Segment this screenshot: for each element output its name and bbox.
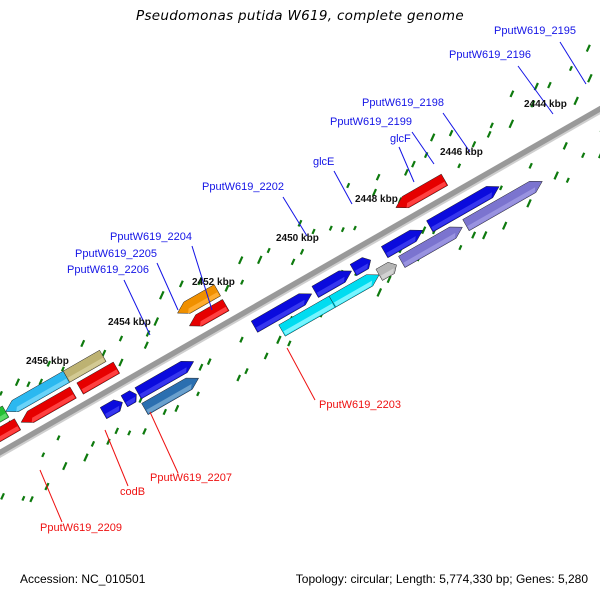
gene-label[interactable]: PputW619_2202 bbox=[202, 181, 284, 193]
gene-label[interactable]: PputW619_2199 bbox=[330, 116, 412, 128]
gene-leader-line bbox=[286, 347, 316, 401]
gene-leader-line bbox=[411, 131, 435, 165]
gene-label[interactable]: PputW619_2198 bbox=[362, 97, 444, 109]
axis-tick-label: 2444 kbp bbox=[524, 99, 567, 110]
gene-label[interactable]: PputW619_2204 bbox=[110, 231, 192, 243]
gene-label[interactable]: PputW619_2203 bbox=[319, 399, 401, 411]
feature-2197-blue[interactable] bbox=[426, 186, 500, 233]
feature-2204b-blue[interactable] bbox=[134, 361, 195, 400]
feature-2208-red[interactable] bbox=[20, 386, 77, 423]
gene-label[interactable]: glcE bbox=[313, 156, 334, 168]
gene-leader-line bbox=[123, 279, 151, 336]
feature-2203b-orange[interactable] bbox=[177, 284, 221, 314]
leader-line-layer bbox=[39, 41, 587, 523]
label-layer: 2444 kbp 2446 kbp 2448 kbp 2450 kbp 2452 kbp… bbox=[26, 25, 576, 534]
feature-layer[interactable] bbox=[0, 173, 543, 453]
gene-leader-line bbox=[282, 196, 308, 237]
gene-label[interactable]: glcF bbox=[390, 133, 411, 145]
gene-leader-line bbox=[333, 170, 353, 205]
gene-leader-line bbox=[559, 41, 587, 85]
gene-label[interactable]: PputW619_2196 bbox=[449, 49, 531, 61]
feature-2206-blue[interactable] bbox=[99, 399, 123, 420]
feature-2206b-red[interactable] bbox=[76, 361, 121, 395]
feature-2205-blue[interactable] bbox=[120, 390, 137, 408]
accession-text: Accession: NC_010501 bbox=[20, 572, 146, 586]
feature-codB-cyan[interactable] bbox=[5, 370, 70, 412]
feature-2200-gray[interactable] bbox=[375, 262, 397, 281]
feature-2202-blue[interactable] bbox=[250, 293, 313, 333]
feature-codA-green[interactable] bbox=[0, 405, 10, 434]
feature-2204-steel[interactable] bbox=[141, 377, 200, 416]
feature-2194-red[interactable] bbox=[395, 173, 449, 209]
axis-tick-label: 2454 kbp bbox=[108, 317, 151, 328]
feature-2201-blue[interactable] bbox=[311, 270, 353, 298]
feature-2198-blue[interactable] bbox=[380, 229, 424, 259]
gene-leader-line bbox=[39, 469, 63, 523]
feature-2199-blue[interactable] bbox=[349, 257, 371, 277]
gene-leader-line bbox=[104, 429, 129, 487]
axis-tick-label: 2446 kbp bbox=[440, 147, 483, 158]
gene-label[interactable]: PputW619_2195 bbox=[494, 25, 576, 37]
gene-leader-line bbox=[149, 411, 179, 474]
feature-2209-red[interactable] bbox=[0, 418, 22, 453]
feature-2195-purple[interactable] bbox=[462, 181, 543, 232]
gene-label[interactable]: PputW619_2207 bbox=[150, 472, 232, 484]
feature-2196-purple[interactable] bbox=[398, 226, 463, 268]
gene-label[interactable]: PputW619_2206 bbox=[67, 264, 149, 276]
genome-stats-text: Topology: circular; Length: 5,774,330 bp… bbox=[295, 572, 588, 586]
axis-tick-label: 2448 kbp bbox=[355, 194, 398, 205]
gene-leader-line bbox=[398, 146, 415, 183]
gene-label[interactable]: PputW619_2209 bbox=[40, 522, 122, 534]
feature-2203-red[interactable] bbox=[188, 299, 230, 327]
page-title: Pseudomonas putida W619, complete genome bbox=[136, 8, 464, 24]
gene-leader-line bbox=[156, 262, 179, 311]
genome-axis[interactable] bbox=[0, 92, 600, 474]
gene-leader-line bbox=[442, 112, 471, 153]
axis-tick-label: 2456 kbp bbox=[26, 356, 69, 367]
gene-leader-line bbox=[517, 65, 554, 115]
axis-tick-label: 2450 kbp bbox=[276, 233, 319, 244]
feature-glcE-cyan[interactable] bbox=[278, 295, 336, 337]
gene-leader-line bbox=[191, 245, 213, 311]
axis-tick-label: 2452 kbp bbox=[192, 277, 235, 288]
gene-label[interactable]: PputW619_2205 bbox=[75, 248, 157, 260]
gene-label[interactable]: codB bbox=[120, 486, 145, 498]
